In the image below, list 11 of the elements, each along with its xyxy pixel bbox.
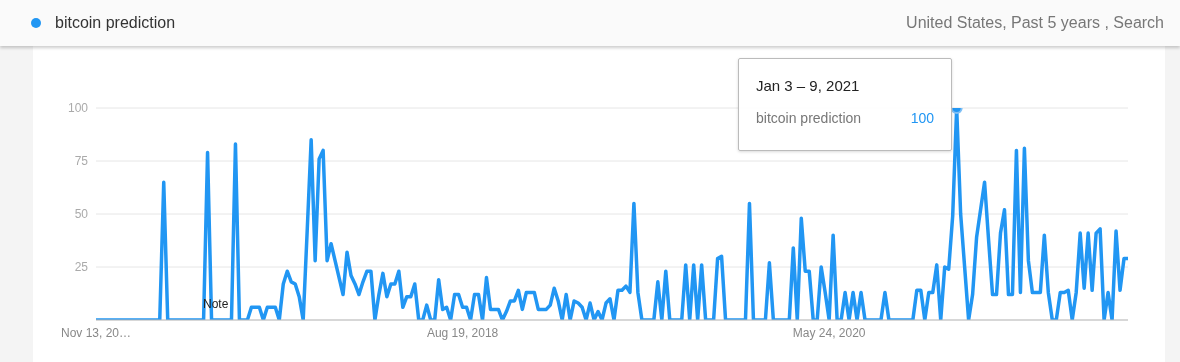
x-tick-label: May 24, 2020 [792, 325, 866, 340]
y-tick-label: 100 [67, 101, 89, 116]
legend-label: bitcoin prediction [55, 14, 176, 32]
chart-subtitle: United States, Past 5 years , Search [906, 14, 1164, 32]
y-tick-label: 25 [74, 260, 89, 275]
x-tick-label: Aug 19, 2018 [426, 325, 499, 340]
y-tick-label: 75 [74, 154, 89, 169]
y-tick-label: 50 [74, 207, 89, 222]
data-label: 100 [910, 110, 934, 126]
x-tick-label: Nov 13, 20… [60, 325, 132, 340]
tooltip-card: Jan 3 – 9, 2021 bitcoin prediction 100 [738, 58, 952, 151]
